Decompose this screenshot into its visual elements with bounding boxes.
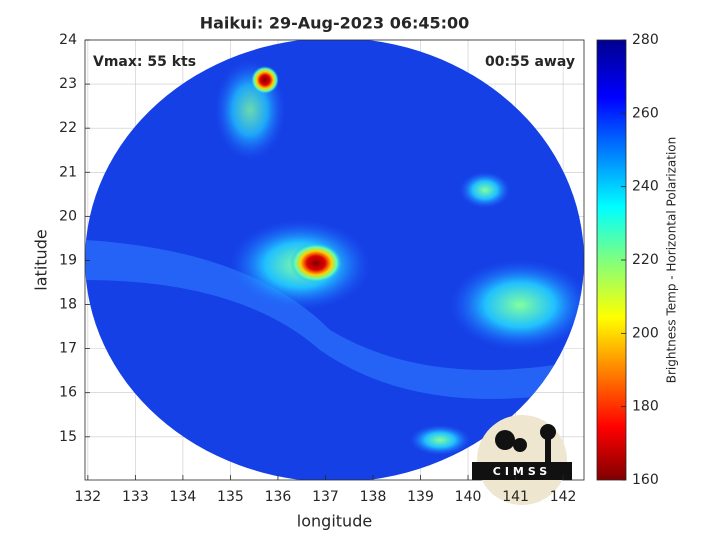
x-tick-label: 132 [74,489,101,505]
satellite-image [85,40,584,480]
x-tick-label: 142 [550,489,577,505]
y-tick-label: 21 [59,164,77,180]
annotation: Vmax: 55 kts [93,54,196,70]
annotation: 00:55 away [485,54,575,70]
x-tick-label: 137 [312,489,339,505]
colorbar-label: Brightness Temp - Horizontal Polarizatio… [665,137,679,384]
x-tick-label: 140 [455,489,482,505]
x-tick-label: 136 [265,489,292,505]
colorbar-tick-label: 180 [632,399,659,415]
x-tick-label: 138 [360,489,387,505]
y-tick-label: 20 [59,208,77,224]
chart-title: Haikui: 29-Aug-2023 06:45:00 [200,14,470,33]
x-tick-label: 134 [170,489,197,505]
logo: CIMSS [472,415,572,505]
y-tick-label: 24 [59,32,77,48]
colorbar-tick-label: 200 [632,325,659,341]
y-tick-label: 18 [59,297,77,313]
y-tick-label: 16 [59,385,77,401]
logo-text: CIMSS [493,465,551,478]
y-tick-label: 17 [59,341,77,357]
x-axis-label: longitude [297,512,372,531]
axes-box [84,39,585,481]
colorbar-tick-label: 220 [632,252,659,268]
y-tick-label: 22 [59,120,77,136]
y-tick-label: 23 [59,76,77,92]
x-tick-label: 133 [122,489,149,505]
colorbar-tick-label: 260 [632,105,659,121]
colorbar-tick-label: 240 [632,179,659,195]
x-tick-label: 139 [407,489,434,505]
y-tick-label: 15 [59,429,77,445]
y-axis-label: latitude [32,229,51,290]
x-tick-label: 135 [217,489,244,505]
colorbar-tick-label: 280 [632,32,659,48]
colorbar-tick-label: 160 [632,472,659,488]
x-tick-label: 141 [502,489,529,505]
y-tick-label: 19 [59,252,77,268]
